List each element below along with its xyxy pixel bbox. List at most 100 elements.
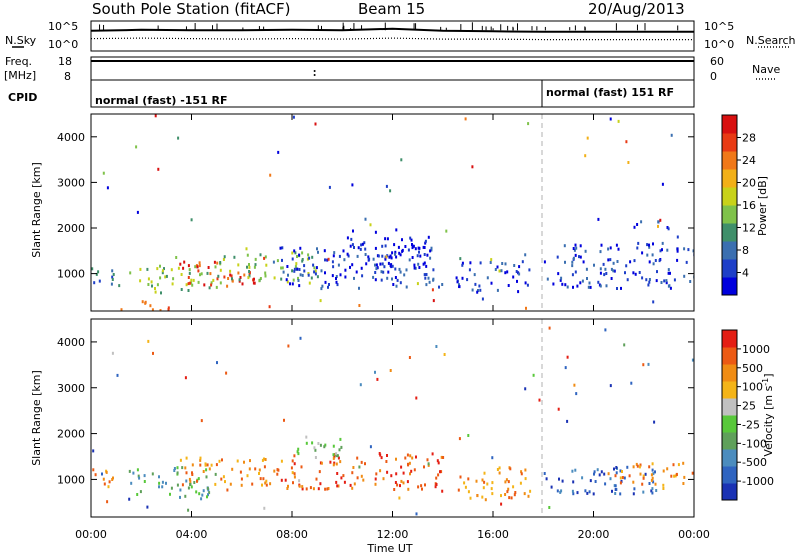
velocity-cell [108, 480, 111, 484]
power-cell [687, 248, 690, 252]
velocity-cell [214, 472, 217, 476]
power-cell [219, 281, 222, 285]
velocity-cell [427, 463, 430, 467]
power-cell [210, 281, 213, 285]
power-cell [458, 283, 460, 287]
power-cell [238, 278, 241, 282]
cpid-segment-1: normal (fast) -151 RF [95, 94, 228, 107]
velocity-cell [314, 448, 317, 452]
velocity-cell [543, 472, 546, 475]
velocity-cell [431, 452, 434, 456]
velocity-cell [654, 482, 657, 486]
velocity-cell [440, 455, 443, 459]
x-axis-label: Time UT [366, 542, 412, 554]
power-cell [335, 275, 338, 278]
power-cell [93, 281, 96, 285]
velocity-cell [400, 479, 403, 483]
power-cell [293, 269, 296, 273]
power-cell [683, 274, 686, 278]
velocity-cell [614, 484, 617, 488]
velocity-cell [360, 460, 363, 464]
power-cell [326, 258, 329, 262]
power-cell [203, 283, 206, 287]
power-cell [383, 265, 386, 269]
power-cell [423, 246, 426, 249]
velocity-cell [572, 480, 575, 484]
power-cell [189, 281, 191, 285]
velocity-cell [280, 478, 283, 482]
velocity-cell [510, 496, 513, 500]
power-cell [667, 227, 670, 231]
power-cell [556, 255, 559, 259]
power-cell [156, 267, 159, 271]
velocity-cell [436, 459, 439, 463]
power-cell [343, 258, 346, 262]
power-cell [607, 247, 610, 251]
velocity-cell [329, 460, 332, 464]
velocity-cell [529, 489, 532, 493]
power-cell [154, 287, 156, 290]
velocity-cell [442, 456, 445, 459]
velocity-cell [504, 493, 507, 496]
velocity-cell [353, 482, 356, 486]
velocity-cell [323, 445, 326, 449]
power-cell [636, 223, 639, 226]
velocity-cell [409, 454, 412, 458]
power-cell [424, 276, 427, 280]
velocity-cell [137, 474, 140, 478]
velocity-cell [356, 456, 359, 460]
power-cell [667, 271, 670, 275]
velocity-cell [290, 466, 293, 470]
power-cell [676, 258, 679, 262]
velocity-cell [205, 475, 208, 479]
power-cell [471, 165, 474, 169]
power-cell [291, 269, 294, 273]
velocity-cell [483, 471, 486, 475]
power-ytick-label: 2000 [57, 222, 85, 235]
power-cell [226, 284, 229, 288]
velocity-cell [332, 444, 335, 448]
power-cell [599, 284, 602, 288]
power-cell [294, 251, 297, 255]
velocity-cell [394, 481, 397, 484]
power-cell [423, 273, 426, 277]
velocity-cell [317, 442, 320, 445]
power-colorbar-label: 20 [742, 177, 756, 190]
velocity-cell [673, 474, 676, 478]
velocity-colorbar-label: -25 [742, 418, 760, 431]
power-cell [129, 271, 132, 275]
power-cell [180, 288, 183, 291]
velocity-cell [199, 458, 202, 462]
power-cell [360, 266, 363, 270]
velocity-colorbar-swatch [722, 449, 737, 467]
power-colorbar-label: Power [dB] [756, 176, 769, 236]
power-cell [387, 261, 390, 265]
power-cell [572, 247, 575, 250]
power-cell [597, 217, 600, 221]
power-cell [546, 277, 549, 281]
power-cell [600, 243, 603, 247]
power-cell [660, 281, 663, 284]
velocity-cell [672, 463, 675, 467]
power-cell [165, 274, 168, 278]
power-cell [657, 220, 660, 224]
power-cell [223, 275, 226, 279]
power-cell [206, 271, 209, 275]
power-cell [573, 248, 576, 252]
velocity-colorbar-label: 1000 [742, 343, 770, 356]
power-cell [617, 119, 620, 123]
power-cell [253, 277, 255, 281]
velocity-cell [351, 471, 354, 475]
power-cell [479, 288, 482, 292]
velocity-cell [205, 468, 208, 472]
power-cell [391, 264, 394, 268]
velocity-cell [292, 481, 294, 485]
power-cell [154, 290, 157, 294]
power-cell [593, 263, 595, 267]
power-cell [490, 258, 493, 262]
power-cell [229, 273, 232, 277]
power-cell [625, 264, 628, 268]
power-cell [419, 254, 422, 258]
velocity-cell [152, 351, 154, 355]
power-cell [605, 272, 608, 275]
